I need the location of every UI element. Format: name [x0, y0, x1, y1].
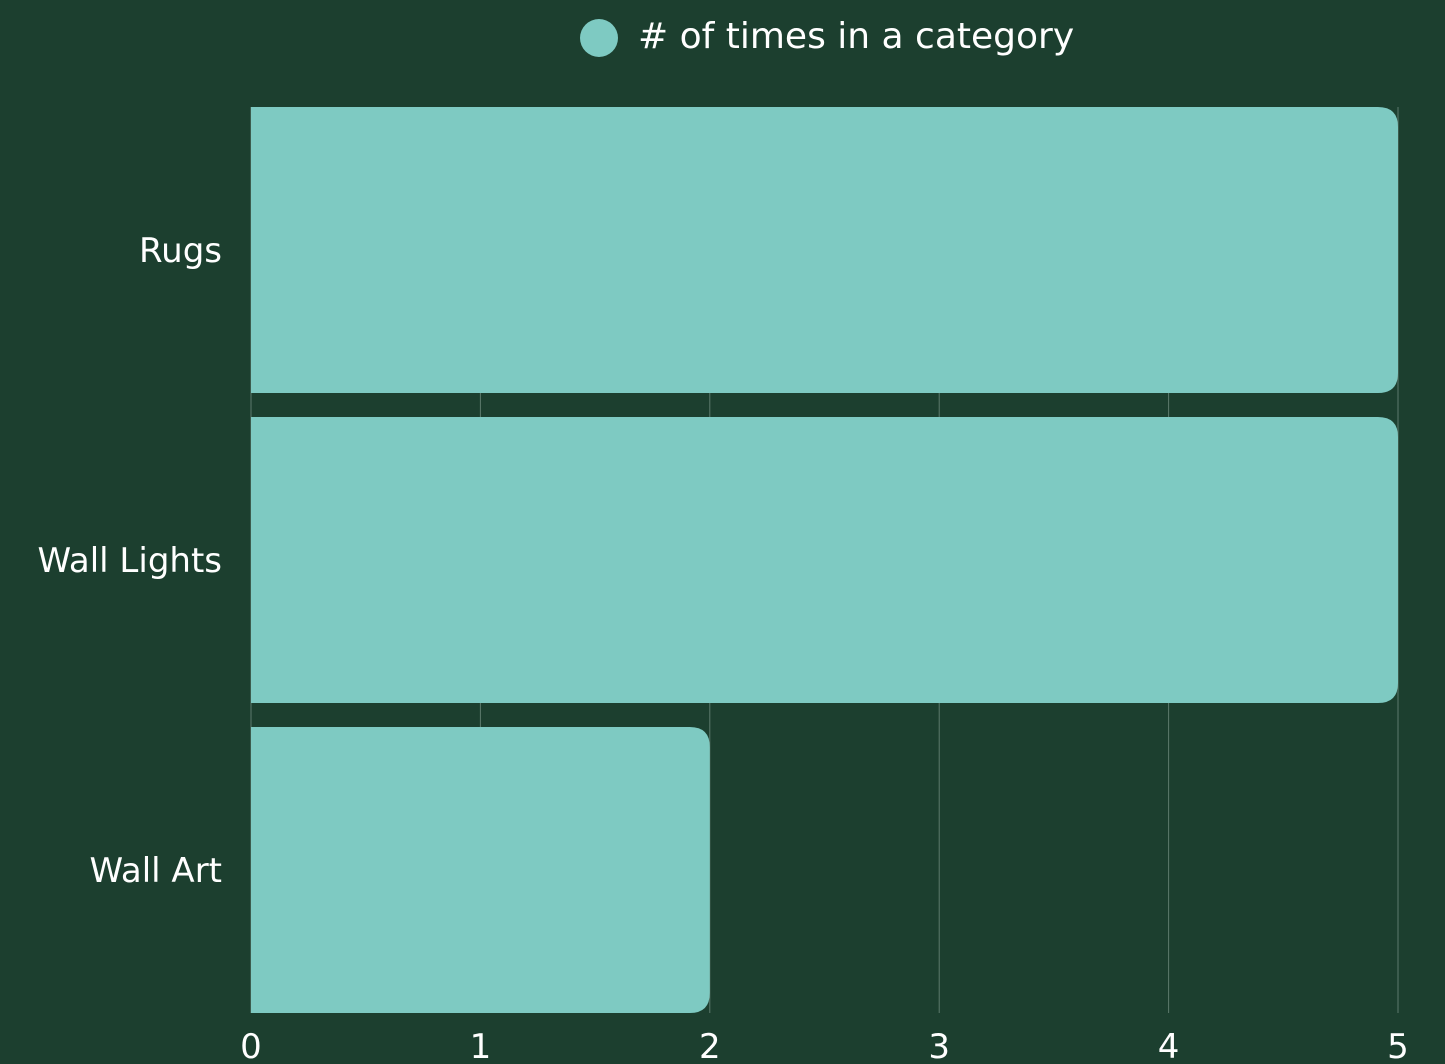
- bar: [251, 107, 1398, 393]
- x-axis-ticks: 0 1 2 3 4 5: [240, 1027, 1409, 1064]
- x-tick-label: 5: [1387, 1027, 1409, 1064]
- category-labels: Rugs Wall Lights Wall Art: [37, 231, 222, 891]
- legend-swatch: [580, 19, 618, 57]
- x-tick-label: 2: [699, 1027, 721, 1064]
- bar: [251, 727, 710, 1013]
- category-label: Wall Lights: [37, 541, 222, 581]
- category-label: Wall Art: [89, 851, 222, 891]
- x-tick-label: 0: [240, 1027, 262, 1064]
- x-tick-label: 3: [928, 1027, 950, 1064]
- bars: [251, 107, 1398, 1013]
- legend: # of times in a category: [580, 16, 1074, 57]
- x-tick-label: 4: [1158, 1027, 1180, 1064]
- category-label: Rugs: [139, 231, 222, 271]
- bar: [251, 417, 1398, 703]
- legend-label: # of times in a category: [638, 16, 1074, 57]
- x-tick-label: 1: [470, 1027, 492, 1064]
